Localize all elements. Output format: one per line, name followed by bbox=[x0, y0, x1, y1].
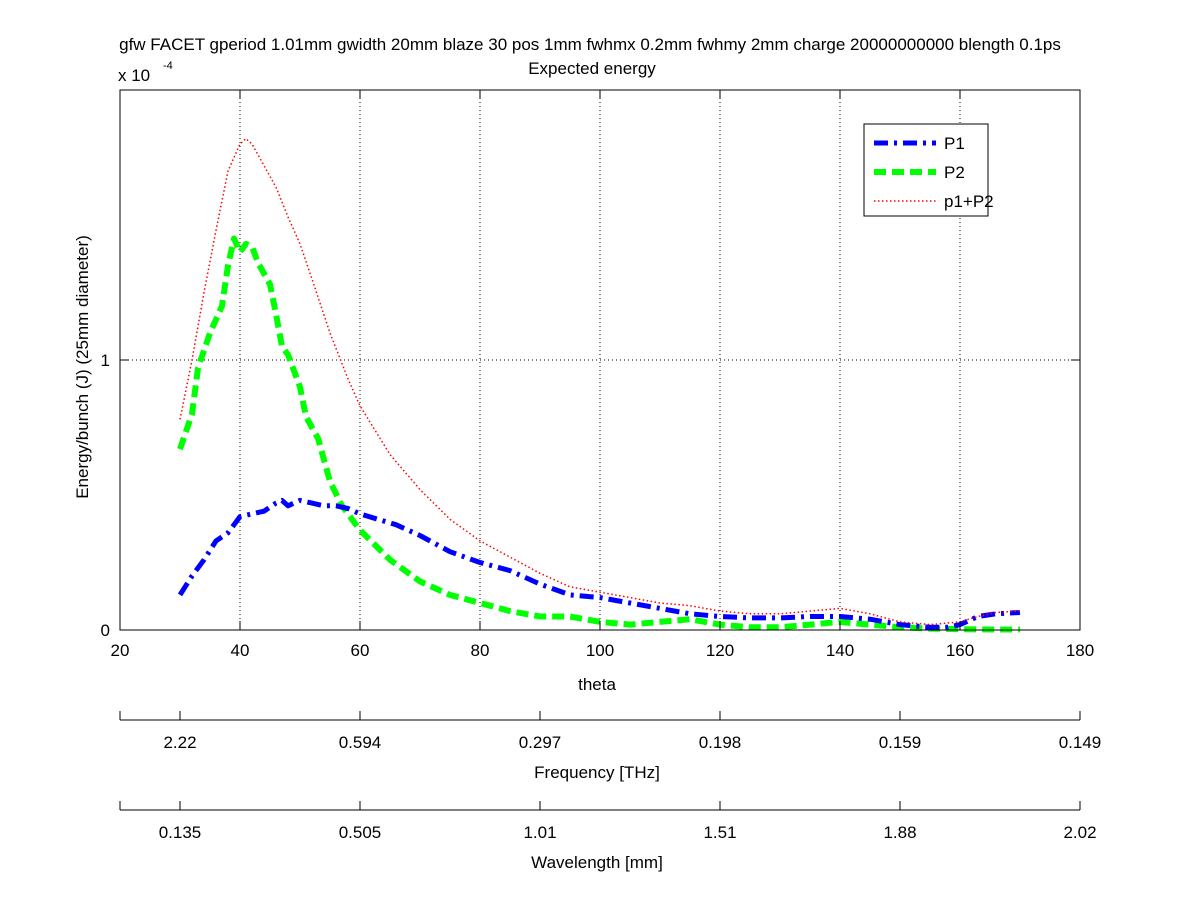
series-line-p2 bbox=[177, 235, 1020, 633]
y-exponent-base: x 10 bbox=[118, 66, 150, 85]
grid-lines bbox=[120, 90, 1080, 630]
wavelength-axis: Wavelength [mm] 0.135 0.505 1.01 1.51 1.88 2.… bbox=[119, 801, 1097, 872]
x-axis-label: theta bbox=[578, 675, 616, 694]
secondary-tick-label: 2.02 bbox=[1063, 823, 1096, 842]
x-tick-label: 180 bbox=[1066, 641, 1094, 660]
legend-label: P1 bbox=[944, 134, 965, 153]
x-tick-label: 40 bbox=[231, 641, 250, 660]
secondary-tick-label: 0.149 bbox=[1059, 733, 1102, 752]
frequency-axis-label: Frequency [THz] bbox=[534, 763, 660, 782]
x-tick-labels: 20 40 60 80 100 120 140 160 180 bbox=[111, 641, 1095, 660]
plot-area bbox=[119, 89, 1081, 633]
y-tick-label: 1 bbox=[101, 351, 110, 370]
secondary-tick-label: 0.159 bbox=[879, 733, 922, 752]
x-tick-label: 20 bbox=[111, 641, 130, 660]
axis-ticks bbox=[119, 90, 1081, 631]
y-exponent-power: -4 bbox=[163, 60, 173, 72]
x-tick-label: 120 bbox=[706, 641, 734, 660]
x-tick-label: 80 bbox=[471, 641, 490, 660]
y-exponent-label: x 10 -4 bbox=[118, 60, 173, 85]
secondary-tick-label: 1.01 bbox=[523, 823, 556, 842]
secondary-tick-label: 0.135 bbox=[159, 823, 202, 842]
secondary-tick-label: 1.51 bbox=[703, 823, 736, 842]
legend-label: p1+P2 bbox=[944, 192, 994, 211]
chart-title-line2: Expected energy bbox=[528, 59, 656, 78]
secondary-tick-label: 0.505 bbox=[339, 823, 382, 842]
secondary-tick-label: 1.88 bbox=[883, 823, 916, 842]
wavelength-axis-label: Wavelength [mm] bbox=[531, 853, 663, 872]
y-tick-label: 0 bbox=[101, 621, 110, 640]
series-layer bbox=[177, 137, 1021, 633]
y-tick-labels: 01 bbox=[101, 351, 110, 640]
frequency-axis: Frequency [THz] 2.22 0.594 0.297 0.198 0.159… bbox=[119, 711, 1102, 782]
legend-label: P2 bbox=[944, 163, 965, 182]
legend: P1 P2 p1+P2 bbox=[863, 123, 994, 217]
x-tick-label: 100 bbox=[586, 641, 614, 660]
x-tick-label: 60 bbox=[351, 641, 370, 660]
secondary-tick-label: 0.594 bbox=[339, 733, 382, 752]
secondary-tick-label: 0.297 bbox=[519, 733, 562, 752]
secondary-tick-label: 2.22 bbox=[163, 733, 196, 752]
x-tick-label: 140 bbox=[826, 641, 854, 660]
chart-title-line1: gfw FACET gperiod 1.01mm gwidth 20mm bla… bbox=[119, 35, 1061, 54]
series-line-p1-p2 bbox=[179, 137, 1021, 626]
secondary-tick-label: 0.198 bbox=[699, 733, 742, 752]
series-line-p1 bbox=[177, 497, 1021, 630]
x-tick-label: 160 bbox=[946, 641, 974, 660]
y-axis-label: Energy/bunch (J) (25mm diameter) bbox=[73, 235, 92, 499]
